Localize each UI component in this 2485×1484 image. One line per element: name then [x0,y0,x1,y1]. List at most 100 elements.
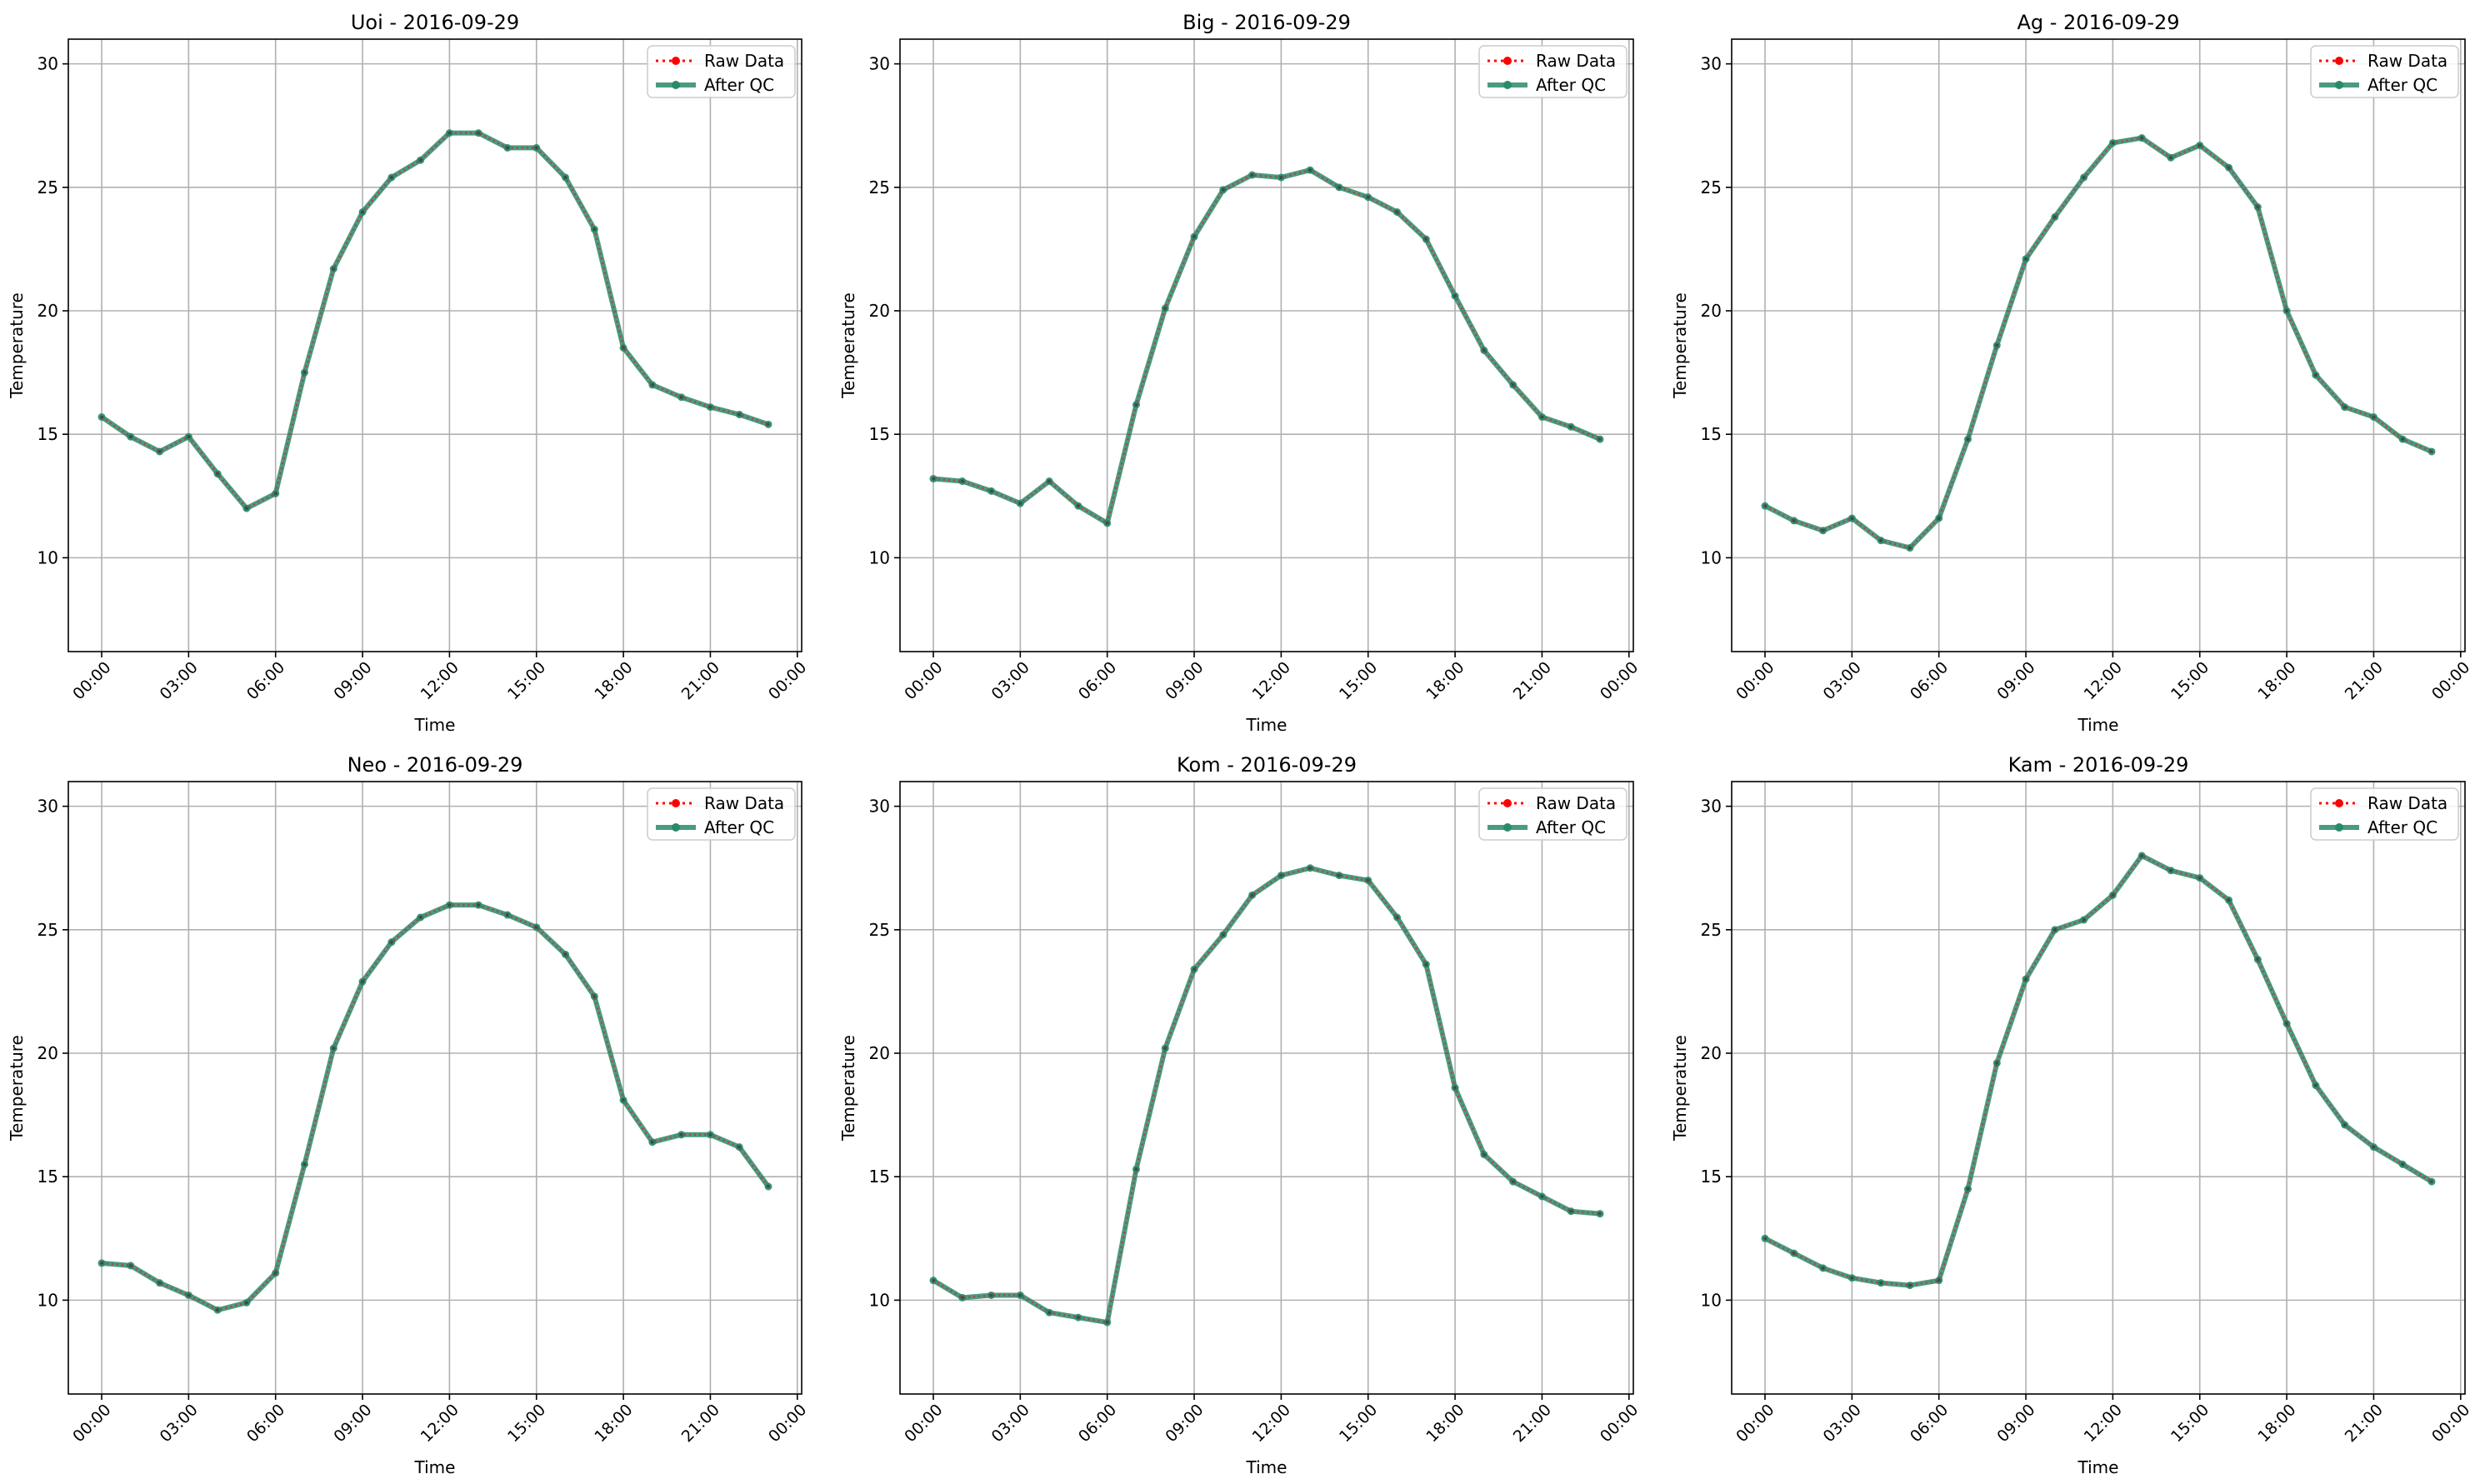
legend-marker-after-qc [1503,81,1512,89]
y-tick-label: 10 [38,1290,58,1310]
point-raw-data [1937,516,1941,520]
point-raw-data [158,449,162,453]
point-raw-data [534,146,538,150]
point-raw-data [960,479,964,483]
point-raw-data [1908,1283,1912,1287]
legend-marker-raw-data [1503,799,1512,807]
x-tick-label: 18:00 [2254,1401,2299,1446]
point-raw-data [1511,382,1515,387]
y-tick-label: 30 [869,54,890,74]
point-raw-data [1821,1266,1825,1270]
chart-panel: 00:00 03:00 06:00 09:00 12:00 15:00 18:00 21:00… [838,11,1642,735]
point-raw-data [2140,853,2144,857]
point-raw-data [1424,962,1428,967]
point-raw-data [1879,538,1883,542]
point-raw-data [989,489,993,493]
legend-label-raw-data: Raw Data [1536,51,1616,71]
point-raw-data [244,507,248,511]
plot-area [900,782,1633,1394]
point-raw-data [2342,1122,2347,1127]
point-raw-data [302,371,307,375]
x-tick-label: 15:00 [1336,1401,1381,1446]
legend-label-after-qc: After QC [704,75,774,95]
point-raw-data [592,227,597,232]
x-tick-label: 12:00 [2081,1401,2126,1446]
x-tick-label: 21:00 [2342,658,2387,703]
y-tick-label: 10 [869,1290,890,1310]
legend-marker-after-qc [672,823,680,832]
legend-label-after-qc: After QC [1536,817,1606,837]
point-raw-data [738,1145,742,1149]
point-raw-data [2140,136,2144,140]
point-raw-data [332,1047,336,1051]
plot-area [68,39,802,652]
point-raw-data [1395,916,1399,920]
point-raw-data [1308,866,1312,870]
x-tick-label: 00:00 [765,658,810,703]
point-raw-data [1105,521,1109,525]
point-raw-data [2227,166,2231,170]
y-tick-label: 20 [38,1043,58,1063]
x-tick-label: 06:00 [1907,658,1952,703]
legend-marker-raw-data [2335,57,2343,65]
point-raw-data [100,415,103,419]
plot-area [1732,39,2465,652]
chart-title: Ag - 2016-09-29 [2017,11,2179,34]
point-raw-data [1105,1321,1109,1325]
y-tick-label: 20 [38,301,58,321]
x-tick-label: 09:00 [330,1401,375,1446]
point-raw-data [273,1271,278,1275]
axes-frame [1731,781,2466,1395]
x-tick-label: 18:00 [591,1401,636,1446]
series-line-raw-data [101,903,770,1312]
point-raw-data [708,1132,712,1137]
y-axis-label: Temperature [1670,292,1690,399]
x-tick-label: 06:00 [243,1401,288,1446]
point-raw-data [1995,1061,1999,1065]
point-raw-data [1395,210,1399,214]
point-raw-data [679,395,683,399]
legend-marker-after-qc [672,81,680,89]
point-raw-data [1482,1152,1486,1157]
point-raw-data [1337,873,1341,877]
x-tick-label: 15:00 [2168,658,2212,703]
plot-area [900,39,1633,652]
legend-label-raw-data: Raw Data [1536,793,1616,813]
x-tick-label: 00:00 [765,1401,810,1446]
x-tick-label: 00:00 [2428,658,2473,703]
point-raw-data [2082,175,2086,179]
x-tick-label: 00:00 [1597,658,1642,703]
point-raw-data [244,1301,248,1305]
y-tick-label: 20 [869,1043,890,1063]
point-raw-data [738,412,742,417]
point-raw-data [477,903,481,907]
x-axis-label: Time [414,715,456,735]
chart-title: Big - 2016-09-29 [1182,11,1351,34]
x-tick-label: 03:00 [157,658,202,703]
point-raw-data [2372,1145,2376,1149]
point-raw-data [128,435,132,439]
point-raw-data [505,146,509,150]
legend-label-after-qc: After QC [704,817,774,837]
series-line-raw-data [932,168,1601,525]
point-raw-data [1598,437,1602,442]
chart-title: Kom - 2016-09-29 [1177,753,1357,777]
x-tick-label: 09:00 [330,658,375,703]
point-raw-data [1048,479,1052,483]
y-tick-label: 10 [869,547,890,567]
chart-panel: 00:00 03:00 06:00 09:00 12:00 15:00 18:00 21:00… [1670,11,2473,735]
point-raw-data [650,382,654,387]
y-tick-label: 25 [38,177,58,197]
point-raw-data [418,158,422,162]
legend-label-raw-data: Raw Data [2368,793,2448,813]
x-tick-label: 12:00 [418,658,462,703]
x-axis-label: Time [1246,715,1288,735]
x-tick-label: 00:00 [2428,1401,2473,1446]
chart-panel: 00:00 03:00 06:00 09:00 12:00 15:00 18:00 21:00… [838,753,1642,1477]
y-tick-label: 10 [1701,1290,1722,1310]
point-raw-data [932,1278,935,1282]
x-tick-label: 00:00 [901,658,946,703]
x-tick-label: 15:00 [2168,1401,2212,1446]
point-raw-data [1076,504,1080,508]
point-raw-data [2198,143,2202,147]
